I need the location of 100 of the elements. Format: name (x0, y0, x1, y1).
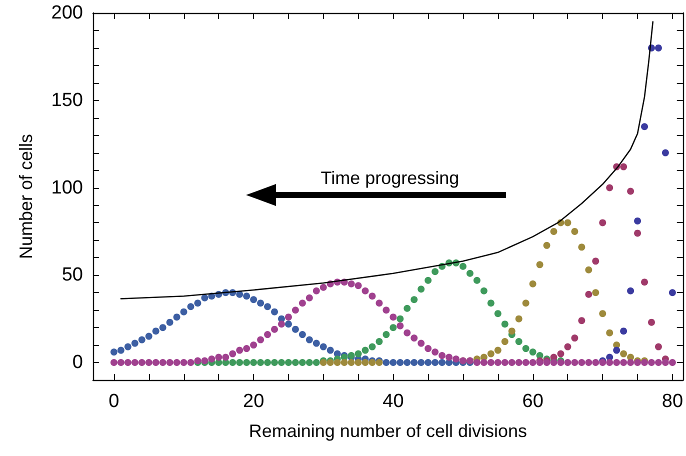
y-tick-label: 0 (72, 352, 83, 374)
point (138, 336, 146, 344)
point (432, 359, 439, 366)
point (418, 359, 425, 366)
point (382, 331, 390, 338)
point (145, 332, 152, 340)
point (284, 359, 292, 366)
point (522, 300, 530, 307)
point (354, 359, 362, 366)
point (494, 310, 502, 318)
point (368, 343, 376, 350)
point (578, 317, 586, 324)
x-tick-label: 20 (242, 391, 264, 412)
point (326, 346, 334, 354)
point (571, 228, 578, 235)
point (131, 340, 138, 347)
point (634, 217, 642, 224)
point (320, 343, 327, 350)
point (396, 359, 404, 366)
point (501, 320, 508, 328)
point (166, 318, 174, 326)
point (292, 326, 299, 333)
point (620, 350, 628, 358)
point (312, 359, 320, 366)
point (606, 184, 614, 192)
point (438, 359, 446, 366)
point (529, 280, 536, 288)
point (515, 315, 522, 322)
point (620, 163, 628, 170)
point (362, 359, 369, 366)
point (271, 359, 278, 366)
point (627, 287, 634, 294)
point (348, 359, 355, 366)
point (306, 336, 313, 344)
point (501, 338, 508, 346)
point (508, 328, 516, 335)
point (480, 287, 488, 294)
point (298, 359, 306, 366)
point (340, 359, 348, 366)
point (634, 230, 642, 237)
point (571, 334, 578, 342)
point (278, 359, 285, 366)
point (668, 289, 676, 296)
point (382, 359, 390, 366)
point (243, 292, 250, 300)
point (418, 286, 425, 293)
point (390, 324, 397, 332)
point (585, 266, 592, 274)
point (410, 359, 418, 366)
point (599, 219, 606, 226)
point (292, 359, 299, 366)
point (117, 346, 124, 354)
point (564, 219, 572, 226)
point (284, 320, 292, 328)
point (306, 359, 313, 366)
line-series (120, 21, 654, 300)
point (641, 123, 648, 130)
point (654, 343, 662, 350)
point (550, 228, 558, 235)
point (159, 324, 166, 332)
point (641, 278, 648, 286)
point (613, 346, 620, 354)
point (298, 331, 306, 338)
point (564, 343, 572, 350)
point (376, 338, 383, 346)
point (124, 343, 132, 350)
y-tick-label: 50 (62, 264, 83, 286)
point (627, 188, 634, 195)
point (424, 276, 432, 284)
x-axis-title: Remaining number of cell divisions (248, 421, 528, 441)
point (536, 261, 544, 268)
point (236, 359, 244, 366)
point (487, 350, 494, 358)
y-tick-label: 200 (51, 2, 83, 24)
y-tick-label: 150 (51, 90, 83, 111)
point (557, 350, 564, 358)
point (264, 359, 272, 366)
point (257, 300, 264, 307)
point (257, 359, 264, 366)
point (494, 346, 502, 354)
point (312, 340, 320, 347)
point (264, 303, 272, 310)
point (271, 308, 278, 316)
point (487, 300, 494, 307)
x-tick-label: 40 (382, 391, 404, 412)
annotation: Time progressing (320, 168, 460, 189)
point (334, 359, 341, 366)
point (354, 350, 362, 358)
point (152, 328, 160, 335)
point (515, 338, 522, 346)
point (599, 310, 606, 318)
point (187, 303, 194, 310)
y-tick-label: 100 (51, 177, 83, 198)
point (662, 149, 669, 156)
x-tick-label: 60 (522, 391, 544, 412)
point (432, 268, 439, 276)
point (578, 244, 586, 251)
x-tick-label: 0 (108, 391, 120, 412)
point (404, 304, 411, 312)
point (229, 359, 236, 366)
